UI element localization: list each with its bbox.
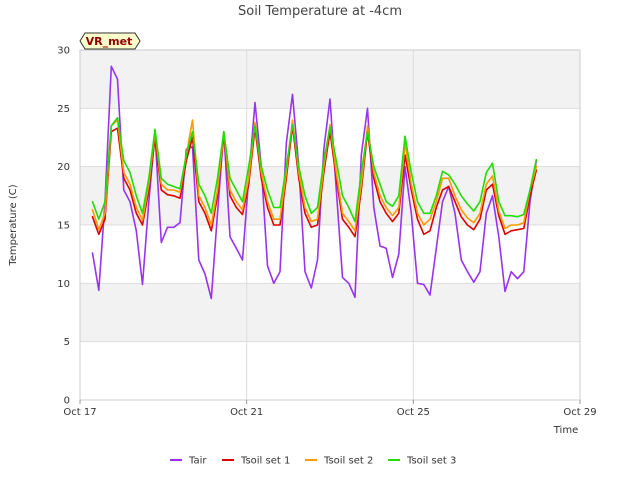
y-tick-label: 10	[57, 279, 70, 290]
y-axis-ticks: 0 5 10 15 20 25 30	[57, 46, 70, 407]
vr-met-badge: VR_met	[79, 32, 141, 50]
y-tick-label: 5	[64, 337, 70, 348]
x-axis-ticks: Oct 17 Oct 21 Oct 25 Oct 29	[63, 400, 597, 418]
plot-band	[80, 283, 580, 342]
y-tick-label: 30	[57, 46, 70, 57]
badge-label: VR_met	[86, 35, 133, 48]
series-line-tsoil-set-1	[91, 125, 538, 238]
x-tick-label: Oct 29	[563, 407, 596, 418]
plot-band	[80, 225, 580, 284]
series-line-tsoil-set-2	[91, 119, 538, 232]
chart-title: Soil Temperature at -4cm	[238, 4, 402, 19]
badge-shape	[79, 32, 141, 50]
y-tick-label: 20	[57, 162, 70, 173]
series-line-tair	[91, 65, 538, 300]
y-tick-label: 0	[64, 396, 70, 407]
legend-label-tsoil-set-3: Tsoil set 3	[406, 456, 456, 467]
legend-label-tsoil-set-2: Tsoil set 2	[323, 456, 373, 467]
legend-label-tsoil-set-1: Tsoil set 1	[240, 456, 290, 467]
plot-area-border	[79, 49, 581, 401]
x-tick-label: Oct 17	[63, 407, 96, 418]
legend: Tair Tsoil set 1 Tsoil set 2 Tsoil set 3	[170, 456, 456, 467]
plot-band	[80, 341, 580, 400]
y-axis-label: Temperature (C)	[8, 184, 19, 266]
y-tick-label: 15	[57, 221, 70, 232]
x-tick-label: Oct 25	[397, 407, 430, 418]
x-tick-label: Oct 21	[230, 407, 263, 418]
x-axis-label: Time	[553, 425, 578, 436]
legend-label-tair: Tair	[188, 456, 207, 467]
series-line-tsoil-set-3	[91, 116, 538, 223]
series-lines	[91, 65, 538, 300]
y-tick-label: 25	[57, 104, 70, 115]
